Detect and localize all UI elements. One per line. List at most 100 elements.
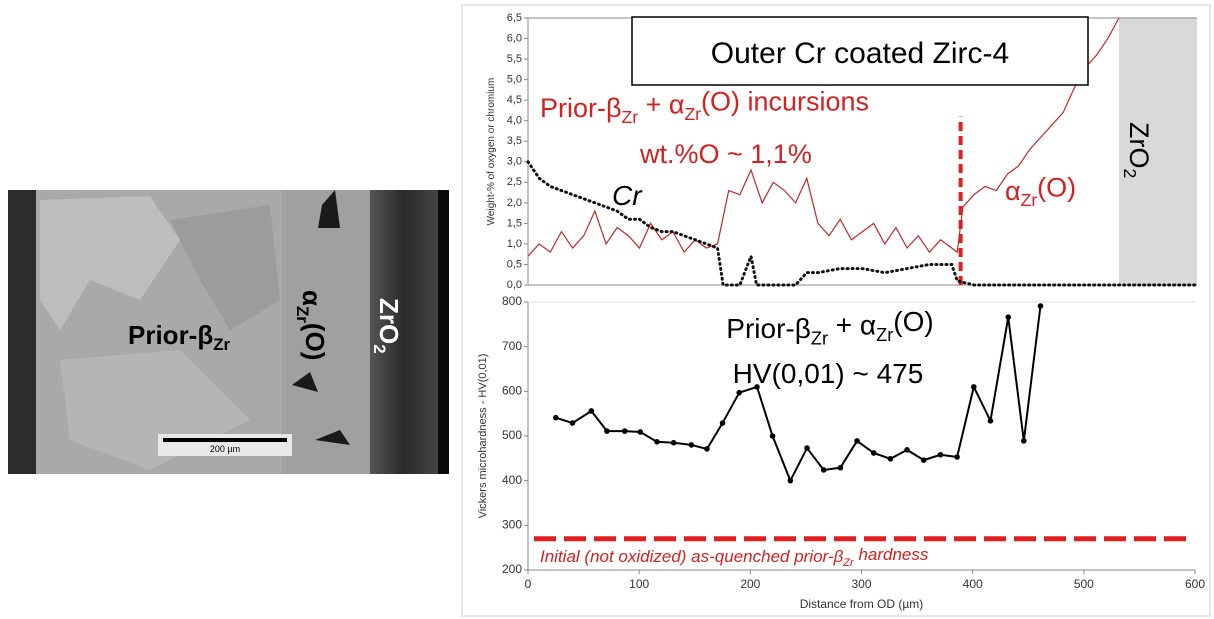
annotation: Prior-βZr + αZr(O) incursions <box>540 86 869 127</box>
edge <box>8 190 36 474</box>
data-point <box>604 428 610 434</box>
reference-label: Initial (not oxidized) as-quenched prior… <box>540 545 929 569</box>
oxide <box>370 190 438 474</box>
annotation-part: Zr <box>684 104 701 124</box>
alpha-layer <box>282 190 370 474</box>
annotation-part: α <box>1005 176 1021 206</box>
pores <box>292 190 350 445</box>
data-point <box>569 420 576 426</box>
y-tick-label: 0,0 <box>507 279 522 291</box>
annotation-part: Zr <box>811 328 828 348</box>
y-tick-label: 200 <box>502 562 522 576</box>
data-point <box>837 464 844 471</box>
data-point <box>769 433 776 439</box>
annotation: wt.%O ~ 1,1% <box>639 139 812 169</box>
annotation-part: HV(0,01) ~ 475 <box>733 358 924 389</box>
y-tick-label: 500 <box>502 428 522 442</box>
annotation-part: + α <box>828 310 876 341</box>
y-tick-label: 6,5 <box>507 12 522 24</box>
oxide-region <box>1118 18 1197 285</box>
annotation: αZr(O) <box>1005 173 1076 210</box>
annotation-part: Prior-β <box>540 93 622 123</box>
alpha-label-part: (O) <box>300 323 330 361</box>
annotation-part: wt.%O ~ 1,1% <box>639 139 812 169</box>
series-label: Cr <box>612 180 643 211</box>
chart-title: Outer Cr coated Zirc-4 <box>711 37 1009 70</box>
y-axis-label: Weight-% of oxygen or chromium <box>486 78 497 226</box>
data-point <box>1005 314 1012 320</box>
x-tick-label: 500 <box>1074 577 1094 591</box>
data-point <box>704 446 710 452</box>
data-point <box>588 408 595 414</box>
y-tick-label: 5,5 <box>507 53 522 65</box>
annotation-part: Zr <box>876 325 893 345</box>
y-tick-label: 1,0 <box>507 238 522 250</box>
annotation: ZrO2 <box>1120 122 1154 178</box>
x-tick-label: 600 <box>1185 577 1205 591</box>
oxide-label: ZrO2 <box>370 298 404 354</box>
data-point <box>920 457 927 463</box>
data-point <box>904 447 910 453</box>
data-point <box>954 454 960 460</box>
data-point <box>970 384 977 390</box>
x-tick-label: 300 <box>851 577 871 591</box>
x-tick-label: 0 <box>525 577 532 591</box>
y-axis-label: Vickers microhardness - HV(0,01) <box>477 354 489 519</box>
data-point <box>552 414 559 421</box>
matrix-label-part: Zr <box>213 335 230 354</box>
data-point <box>1021 438 1027 444</box>
y-tick-label: 2,5 <box>507 176 522 188</box>
annotation-part: ZrO <box>1124 122 1154 169</box>
annotation-part: (O) <box>1037 173 1076 203</box>
x-axis-label: Distance from OD (µm) <box>800 597 924 611</box>
data-point <box>887 455 894 462</box>
y-tick-label: 700 <box>502 339 522 353</box>
annotation-part: + α <box>638 90 684 120</box>
y-tick-label: 4,5 <box>507 94 522 106</box>
data-point <box>854 438 860 444</box>
reference-label-part: Zr <box>842 557 855 569</box>
annotation-part: Zr <box>1021 190 1038 210</box>
data-point <box>688 442 695 448</box>
y-tick-label: 3,5 <box>507 135 522 147</box>
x-tick-label: 400 <box>963 577 983 591</box>
chart-panel <box>461 4 1211 617</box>
y-tick-label: 3,0 <box>507 156 522 168</box>
data-point <box>621 428 628 434</box>
y-tick-label: 800 <box>502 294 522 308</box>
y-tick-label: 0,5 <box>507 258 522 270</box>
y-tick-label: 300 <box>502 518 522 532</box>
edge <box>438 190 449 474</box>
data-point <box>787 477 794 484</box>
alpha-label-part: α <box>297 290 327 306</box>
data-point <box>654 439 660 445</box>
series-line <box>527 17 1120 257</box>
data-point <box>870 450 877 456</box>
scale-bar <box>163 438 287 442</box>
micrograph <box>8 190 449 474</box>
grain <box>170 205 280 330</box>
y-tick-label: 5,0 <box>507 74 522 86</box>
data-point <box>804 445 810 451</box>
reference-label-part: hardness <box>854 545 929 564</box>
y-tick-label: 1,5 <box>507 217 522 229</box>
annotation-part: Zr <box>622 107 639 127</box>
alpha-label-part: Zr <box>293 306 312 323</box>
data-point <box>820 467 827 473</box>
oxide-label-part: ZrO <box>374 298 404 344</box>
y-tick-label: 4,0 <box>507 115 522 127</box>
annotation-part: (O) <box>893 306 933 337</box>
matrix-label: Prior-βZr <box>128 320 231 354</box>
x-tick-label: 100 <box>629 577 649 591</box>
data-point <box>670 439 677 446</box>
annotation: HV(0,01) ~ 475 <box>733 358 924 389</box>
y-tick-label: 600 <box>502 384 522 398</box>
annotation: Prior-βZr + αZr(O) <box>726 306 933 348</box>
data-point <box>736 389 743 396</box>
data-point <box>719 420 726 426</box>
y-tick-label: 2,0 <box>507 197 522 209</box>
x-tick-label: 200 <box>740 577 760 591</box>
data-point <box>754 384 760 390</box>
reference-label-part: Initial (not oxidized) as-quenched prior… <box>540 547 844 566</box>
